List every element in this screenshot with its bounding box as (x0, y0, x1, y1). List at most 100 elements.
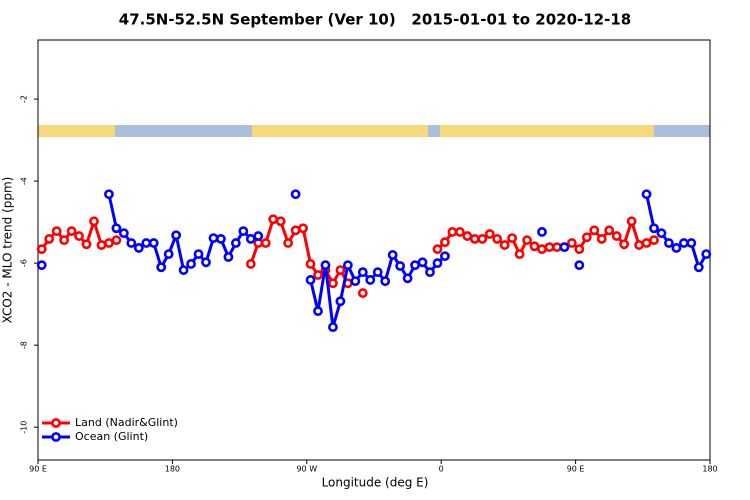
data-point (313, 270, 323, 280)
data-point (208, 233, 219, 244)
data-point (290, 189, 301, 200)
series (36, 214, 659, 298)
data-point (559, 242, 570, 253)
data-point (51, 226, 62, 237)
data-point (596, 234, 607, 244)
data-point (641, 189, 652, 200)
data-point (59, 235, 70, 246)
data-point (372, 267, 383, 278)
data-point (402, 273, 413, 284)
data-point (552, 242, 562, 253)
data-point (581, 232, 592, 243)
data-point (156, 262, 167, 273)
data-point (469, 234, 480, 244)
y-tick-label: -6 (20, 259, 29, 267)
data-point (133, 243, 144, 253)
data-point (522, 235, 532, 246)
data-point (238, 226, 249, 237)
data-point (641, 238, 652, 248)
x-tick-label: 90 E (29, 465, 47, 474)
data-point (298, 223, 308, 234)
data-point (350, 276, 361, 287)
y-tick-label: -2 (20, 95, 29, 103)
data-point (619, 239, 630, 250)
data-point (477, 234, 488, 244)
data-point (604, 225, 615, 236)
data-point (335, 265, 346, 275)
data-point (387, 250, 398, 260)
data-point (574, 244, 585, 255)
data-point (634, 240, 644, 250)
x-axis-label: Longitude (deg E) (322, 476, 429, 490)
y-axis-label: XCO2 - MLO trend (ppm) (1, 177, 15, 324)
data-point (701, 249, 712, 260)
data-point (432, 258, 443, 269)
data-point (410, 260, 420, 271)
data-point (357, 288, 368, 298)
land-strip (38, 125, 115, 137)
data-point (589, 225, 600, 236)
data-point (664, 238, 674, 248)
data-point (529, 241, 540, 252)
data-point (492, 234, 503, 244)
data-point (44, 234, 55, 244)
data-point (230, 238, 241, 248)
x-tick-label: 90 E (567, 465, 585, 474)
data-point (81, 239, 92, 250)
data-point (417, 257, 428, 268)
x-tick-label: 180 (702, 465, 717, 474)
data-point (686, 238, 697, 248)
data-point (118, 228, 129, 239)
data-point (268, 214, 279, 225)
data-point (566, 238, 577, 248)
data-point (163, 249, 174, 260)
data-point (89, 216, 99, 227)
data-point (216, 234, 226, 244)
data-point (104, 189, 114, 200)
data-point (66, 226, 77, 237)
data-point (313, 306, 323, 317)
data-point (395, 261, 406, 271)
data-point (283, 238, 294, 248)
x-tick-label: 0 (439, 465, 444, 474)
data-point (649, 235, 659, 246)
data-point (335, 296, 346, 307)
legend-label: Land (Nadir&Glint) (75, 416, 178, 429)
land-strip (440, 125, 654, 137)
legend-marker (51, 432, 61, 442)
data-point (193, 249, 204, 260)
series (36, 189, 712, 333)
data-point (357, 267, 368, 278)
data-point (305, 259, 316, 269)
land-ocean-strip (38, 125, 710, 137)
data-point (253, 231, 264, 241)
legend-label: Ocean (Glint) (75, 430, 148, 443)
y-tick-label: -8 (20, 341, 29, 349)
data-point (245, 259, 256, 269)
land-strip (252, 125, 428, 137)
data-point (454, 227, 465, 237)
data-point (537, 227, 547, 237)
data-point (36, 260, 47, 271)
data-point (186, 259, 196, 269)
data-point (223, 252, 234, 262)
data-point (537, 244, 547, 255)
data-point (425, 267, 435, 278)
data-point (111, 223, 122, 234)
x-tick-label: 180 (165, 465, 180, 474)
data-point (380, 276, 391, 287)
data-point (148, 238, 159, 248)
series-line (107, 193, 259, 273)
data-point (260, 238, 271, 248)
data-point (178, 265, 189, 275)
data-point (499, 240, 510, 250)
data-point (290, 225, 301, 236)
data-point (36, 244, 47, 255)
data-point (671, 243, 682, 253)
data-point (678, 238, 689, 248)
y-tick-label: -4 (20, 177, 29, 185)
data-point (656, 228, 667, 239)
data-point (507, 233, 518, 244)
data-point (111, 235, 122, 246)
data-point (649, 223, 659, 234)
